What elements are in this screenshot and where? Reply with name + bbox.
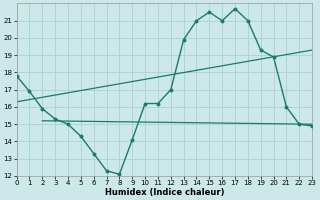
X-axis label: Humidex (Indice chaleur): Humidex (Indice chaleur) (105, 188, 224, 197)
